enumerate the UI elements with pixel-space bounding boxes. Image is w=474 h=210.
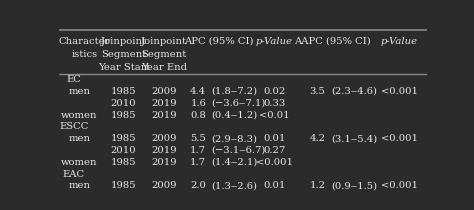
Text: 0.33: 0.33	[263, 99, 285, 108]
Text: 1985: 1985	[111, 158, 137, 167]
Text: 2009: 2009	[151, 87, 177, 96]
Text: istics: istics	[71, 50, 97, 59]
Text: 3.5: 3.5	[310, 87, 326, 96]
Text: 2019: 2019	[151, 158, 177, 167]
Text: 0.02: 0.02	[263, 87, 285, 96]
Text: 2019: 2019	[151, 146, 177, 155]
Text: 1985: 1985	[111, 181, 137, 190]
Text: women: women	[61, 158, 98, 167]
Text: APC (95% CI): APC (95% CI)	[184, 37, 254, 46]
Text: Year End: Year End	[141, 63, 187, 72]
Text: (2.3‒4.6): (2.3‒4.6)	[331, 87, 377, 96]
Text: EC: EC	[66, 75, 82, 84]
Text: 1985: 1985	[111, 110, 137, 119]
Text: (0.4‒1.2): (0.4‒1.2)	[212, 110, 258, 119]
Text: 5.5: 5.5	[191, 134, 206, 143]
Text: 2010: 2010	[111, 146, 137, 155]
Text: 1985: 1985	[111, 87, 137, 96]
Text: Segment: Segment	[101, 50, 146, 59]
Text: 1.6: 1.6	[191, 99, 206, 108]
Text: (2.9‒8.3): (2.9‒8.3)	[212, 134, 258, 143]
Text: (3.1‒5.4): (3.1‒5.4)	[331, 134, 377, 143]
Text: men: men	[68, 181, 91, 190]
Text: Joinpoint: Joinpoint	[100, 37, 146, 46]
Text: (1.4‒2.1): (1.4‒2.1)	[212, 158, 258, 167]
Text: (−3.1‒6.7): (−3.1‒6.7)	[212, 146, 266, 155]
Text: Segment: Segment	[141, 50, 187, 59]
Text: p-Value: p-Value	[255, 37, 292, 46]
Text: 2019: 2019	[151, 99, 177, 108]
Text: 0.27: 0.27	[263, 146, 285, 155]
Text: men: men	[68, 87, 91, 96]
Text: Joinpoint: Joinpoint	[141, 37, 187, 46]
Text: 2010: 2010	[111, 99, 137, 108]
Text: men: men	[68, 134, 91, 143]
Text: 4.2: 4.2	[310, 134, 326, 143]
Text: p-Value: p-Value	[381, 37, 418, 46]
Text: (1.8‒7.2): (1.8‒7.2)	[212, 87, 258, 96]
Text: 2009: 2009	[151, 134, 177, 143]
Text: <0.001: <0.001	[381, 87, 418, 96]
Text: <0.001: <0.001	[381, 181, 418, 190]
Text: 0.01: 0.01	[263, 134, 285, 143]
Text: (0.9‒1.5): (0.9‒1.5)	[331, 181, 377, 190]
Text: 2019: 2019	[151, 110, 177, 119]
Text: 0.8: 0.8	[191, 110, 206, 119]
Text: ESCC: ESCC	[59, 122, 89, 131]
Text: 1985: 1985	[111, 134, 137, 143]
Text: 1.7: 1.7	[190, 158, 206, 167]
Text: <0.01: <0.01	[259, 110, 290, 119]
Text: 4.4: 4.4	[190, 87, 206, 96]
Text: AAPC (95% CI): AAPC (95% CI)	[294, 37, 371, 46]
Text: (−3.6‒7.1): (−3.6‒7.1)	[212, 99, 266, 108]
Text: 1.7: 1.7	[190, 146, 206, 155]
Text: Character: Character	[58, 37, 110, 46]
Text: <0.001: <0.001	[255, 158, 292, 167]
Text: women: women	[61, 110, 98, 119]
Text: 1.2: 1.2	[310, 181, 326, 190]
Text: <0.001: <0.001	[381, 134, 418, 143]
Text: (1.3‒2.6): (1.3‒2.6)	[212, 181, 258, 190]
Text: EAC: EAC	[63, 169, 85, 178]
Text: 0.01: 0.01	[263, 181, 285, 190]
Text: Year Start: Year Start	[98, 63, 149, 72]
Text: 2.0: 2.0	[191, 181, 206, 190]
Text: 2009: 2009	[151, 181, 177, 190]
